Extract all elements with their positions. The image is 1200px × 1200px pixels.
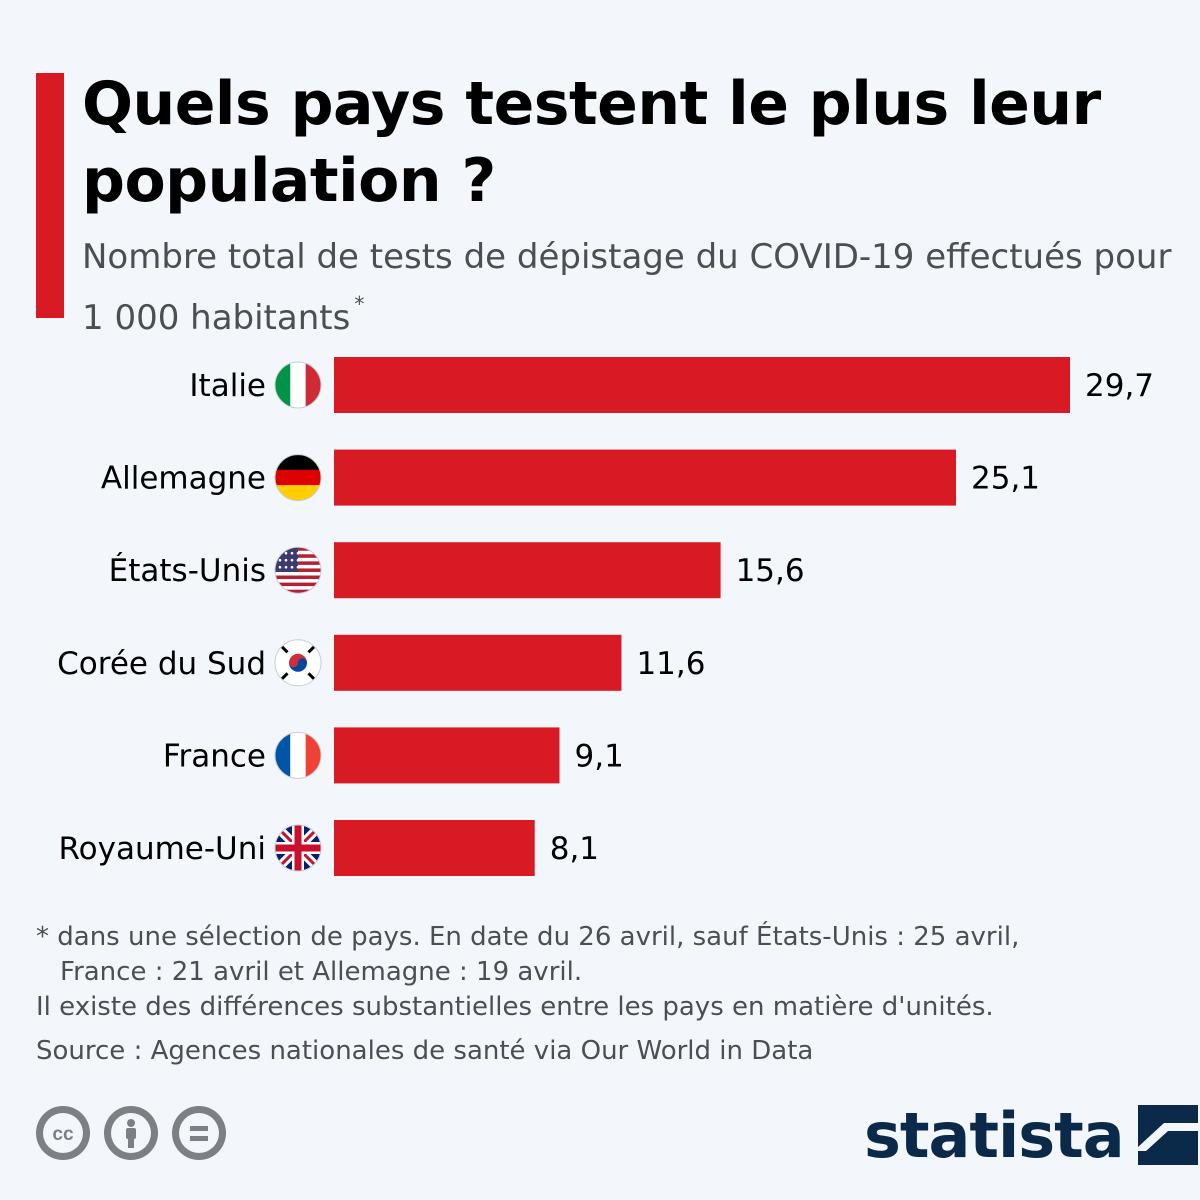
- bar: [334, 820, 535, 876]
- footnote-line-3: Il existe des différences substantielles…: [36, 992, 994, 1022]
- accent-bar: [36, 73, 64, 318]
- bar: [334, 449, 957, 506]
- germany-flag-icon: [275, 454, 321, 501]
- usa-flag-icon: [275, 547, 321, 594]
- bar: [334, 542, 721, 599]
- value-label: 25,1: [971, 461, 1040, 497]
- footnote-line-1: * dans une sélection de pays. En date du…: [36, 922, 1020, 952]
- source-note: Source : Agences nationales de santé via…: [36, 1036, 814, 1066]
- value-label: 11,6: [636, 646, 705, 682]
- france-flag-icon: [275, 732, 321, 779]
- value-label: 15,6: [736, 553, 805, 589]
- italy-flag-icon: [275, 362, 321, 408]
- value-label: 29,7: [1085, 368, 1154, 404]
- category-label: Italie: [189, 368, 266, 404]
- category-label: France: [163, 738, 266, 774]
- bar: [334, 634, 622, 691]
- subtitle-footnote-mark: *: [354, 292, 365, 316]
- statista-logo-icon: [1137, 1105, 1198, 1165]
- page-title: Quels pays testent le plus leur populati…: [82, 69, 1101, 216]
- creative-commons-icon[interactable]: cc: [36, 1106, 90, 1160]
- subtitle-text: Nombre total de tests de dépistage du CO…: [82, 237, 1172, 338]
- south-korea-flag-icon: [275, 639, 321, 686]
- bar-chart: Italie 29,7 Allemagne 25,1 États-Unis 15,6 Cor…: [57, 357, 1154, 876]
- no-derivatives-icon[interactable]: [172, 1106, 226, 1160]
- license-icons: cc: [36, 1106, 226, 1160]
- category-label: Royaume-Uni: [58, 831, 266, 867]
- footnote-line-2: France : 21 avril et Allemagne : 19 avri…: [60, 957, 583, 987]
- category-label: Allemagne: [101, 461, 266, 497]
- svg-text:cc: cc: [52, 1124, 74, 1145]
- subtitle: Nombre total de tests de dépistage du CO…: [82, 234, 1172, 342]
- bar: [334, 357, 1070, 413]
- brand-name: statista: [864, 1098, 1125, 1172]
- attribution-icon[interactable]: [104, 1106, 158, 1160]
- bar: [334, 727, 560, 784]
- uk-flag-icon: [275, 825, 321, 871]
- category-label: États-Unis: [109, 553, 266, 589]
- value-label: 9,1: [575, 738, 624, 774]
- statista-brand[interactable]: statista: [864, 1095, 1198, 1175]
- value-label: 8,1: [550, 831, 599, 867]
- category-label: Corée du Sud: [57, 646, 266, 682]
